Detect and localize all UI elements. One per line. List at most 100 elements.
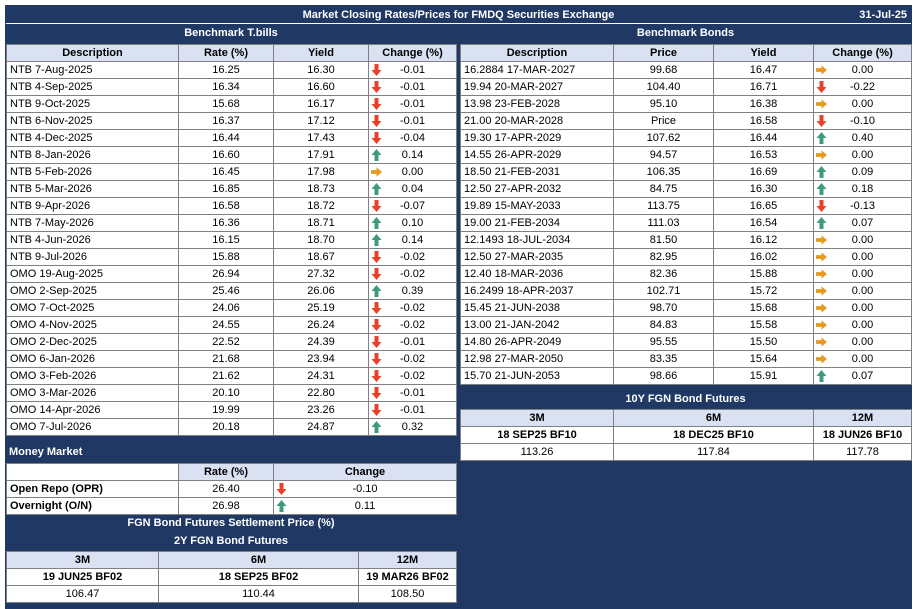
row-change: 0.18 [813,180,912,198]
up-arrow-icon [816,370,827,382]
row-yield: 27.32 [273,265,369,283]
row-description: NTB 9-Apr-2026 [6,197,179,215]
row-yield: 15.88 [713,265,814,283]
row-change: -0.02 [368,265,457,283]
up-arrow-icon [816,217,827,229]
right-arrow-icon [816,99,827,109]
table-row: Overnight (O/N) 26.98 0.11 [6,497,457,515]
row-change-value: 0.00 [851,302,874,314]
settlement-subheading: 2Y FGN Bond Futures [6,533,456,550]
row-yield: 16.71 [713,78,814,96]
row-change-value: -0.02 [399,302,426,314]
row-yield: 16.12 [713,231,814,249]
row-change: 0.14 [368,146,457,164]
row-change: -0.01 [368,384,457,402]
up-arrow-icon [371,149,382,161]
futures10y-price-12m: 117.78 [813,443,912,461]
row-description: NTB 8-Jan-2026 [6,146,179,164]
row-description: OMO 7-Jul-2026 [6,418,179,436]
row-rate: 16.58 [178,197,274,215]
bonds-col-price: Price [613,44,714,62]
table-row: NTB 7-Aug-2025 16.25 16.30 -0.01 [6,61,457,79]
row-description: 15.70 21-JUN-2053 [460,367,614,385]
down-arrow-icon [371,251,382,263]
mm-rate: 26.40 [178,480,274,498]
row-price: 99.68 [613,61,714,79]
table-row: NTB 8-Jan-2026 16.60 17.91 0.14 [6,146,457,164]
down-arrow-icon [371,302,382,314]
tbills-col-change: Change (%) [368,44,457,62]
row-rate: 16.85 [178,180,274,198]
table-row: OMO 4-Nov-2025 24.55 26.24 -0.02 [6,316,457,334]
table-row: OMO 7-Oct-2025 24.06 25.19 -0.02 [6,299,457,317]
futures10y-heading: 10Y FGN Bond Futures [460,391,911,408]
row-change: 0.00 [813,299,912,317]
row-rate: 16.34 [178,78,274,96]
row-change: -0.01 [368,401,457,419]
row-change: -0.01 [368,61,457,79]
report-title: Market Closing Rates/Prices for FMDQ Sec… [302,9,615,21]
settlement-price-3m: 106.47 [6,585,159,603]
row-change-value: 0.00 [851,353,874,365]
row-change: 0.09 [813,163,912,181]
mm-change: 0.11 [273,497,457,515]
row-yield: 15.58 [713,316,814,334]
row-description: 15.45 21-JUN-2038 [460,299,614,317]
row-change-value: -0.01 [399,81,426,93]
row-change: 0.00 [813,350,912,368]
futures10y-price-3m: 113.26 [460,443,614,461]
mm-change-value: -0.10 [352,483,378,495]
row-change-value: -0.22 [849,81,876,93]
row-change: -0.02 [368,350,457,368]
mm-label: Open Repo (OPR) [6,480,179,498]
row-change-value: 0.00 [851,98,874,110]
right-arrow-icon [816,235,827,245]
row-change-value: 0.00 [851,319,874,331]
down-arrow-icon [371,387,382,399]
row-description: 12.40 18-MAR-2036 [460,265,614,283]
row-description: 18.50 21-FEB-2031 [460,163,614,181]
table-row: NTB 4-Dec-2025 16.44 17.43 -0.04 [6,129,457,147]
row-price: 98.70 [613,299,714,317]
row-rate: 21.68 [178,350,274,368]
row-yield: 15.68 [713,299,814,317]
row-price: 102.71 [613,282,714,300]
money-market-table: Rate (%) Change Open Repo (OPR) 26.40 -0.1… [6,463,457,515]
settlement-tenor-3m: 3M [6,551,159,569]
row-price: 84.83 [613,316,714,334]
table-row: Open Repo (OPR) 26.40 -0.10 [6,480,457,498]
row-change-value: -0.13 [849,200,876,212]
settlement-contract-6m: 18 SEP25 BF02 [158,568,359,586]
down-arrow-icon [816,115,827,127]
table-row: NTB 5-Mar-2026 16.85 18.73 0.04 [6,180,457,198]
row-change-value: 0.04 [401,183,424,195]
down-arrow-icon [371,81,382,93]
row-yield: 16.54 [713,214,814,232]
row-change: -0.01 [368,333,457,351]
row-change: 0.10 [368,214,457,232]
row-change-value: -0.07 [399,200,426,212]
row-description: 16.2884 17-MAR-2027 [460,61,614,79]
row-yield: 17.12 [273,112,369,130]
row-price: 83.35 [613,350,714,368]
down-arrow-icon [371,64,382,76]
row-yield: 16.38 [713,95,814,113]
settlement-contract-12m: 19 MAR26 BF02 [358,568,457,586]
futures10y-table: 3M 6M 12M 18 SEP25 BF10 18 DEC25 BF10 18… [460,409,912,461]
table-row: 12.40 18-MAR-2036 82.36 15.88 0.00 [460,265,912,283]
row-rate: 16.60 [178,146,274,164]
row-yield: 18.67 [273,248,369,266]
row-yield: 15.50 [713,333,814,351]
row-change-value: 0.00 [851,64,874,76]
row-description: OMO 2-Dec-2025 [6,333,179,351]
row-description: NTB 9-Oct-2025 [6,95,179,113]
futures10y-tenor-6m: 6M [613,409,814,427]
right-arrow-icon [816,303,827,313]
row-change-value: 0.18 [851,183,874,195]
row-change-value: -0.02 [399,319,426,331]
mm-change: -0.10 [273,480,457,498]
row-description: OMO 19-Aug-2025 [6,265,179,283]
row-change: 0.00 [813,95,912,113]
right-arrow-icon [816,252,827,262]
row-change: 0.04 [368,180,457,198]
